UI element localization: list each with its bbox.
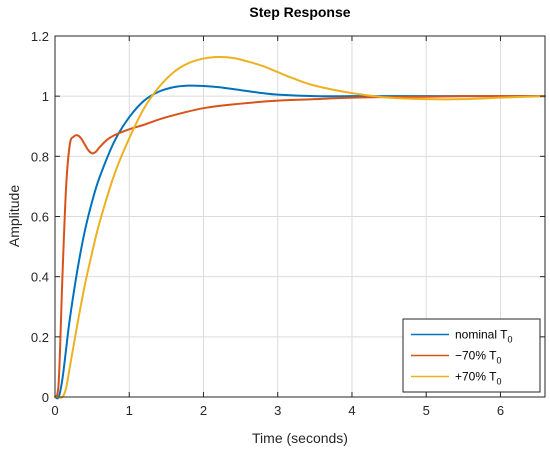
legend-label-subscript: 0 [496,377,501,387]
legend-entry-minus-70: −70% T0 [455,349,502,366]
y-axis-label: Amplitude [6,185,22,247]
x-tick-label: 5 [423,403,430,418]
y-tick-label: 0.4 [31,270,49,285]
y-tick-label: 0.8 [31,149,49,164]
y-tick-label: 0.2 [31,330,49,345]
y-tick-label: 0.6 [31,210,49,225]
x-tick-label: 3 [274,403,281,418]
legend-label: nominal T [455,328,508,342]
x-tick-label: 4 [348,403,355,418]
x-tick-label: 2 [200,403,207,418]
legend-entry-plus-70: +70% T0 [455,370,502,387]
legend: nominal T0−70% T0+70% T0 [402,318,541,393]
legend-label: −70% T [455,349,497,363]
legend-label: +70% T [455,370,497,384]
y-tick-label: 1 [42,89,49,104]
series-group [54,56,546,400]
series-line-plus-70 [54,56,546,399]
series-line-minus-70 [54,95,546,398]
tick-labels-group: 0 1 2 3 4 5 6 0 0.2 0.4 0.6 0.8 1 1.2 [31,29,504,418]
ticks-group [54,35,545,398]
legend-label-subscript: 0 [507,335,512,345]
chart-title: Step Response [249,4,350,20]
legend-label-subscript: 0 [496,356,501,366]
x-tick-label: 1 [126,403,133,418]
y-tick-label: 0 [42,390,49,405]
x-tick-label: 6 [497,403,504,418]
legend-entry-nominal: nominal T0 [455,328,513,345]
x-axis-label: Time (seconds) [252,430,348,446]
y-tick-label: 1.2 [31,29,49,44]
x-tick-label: 0 [51,403,58,418]
